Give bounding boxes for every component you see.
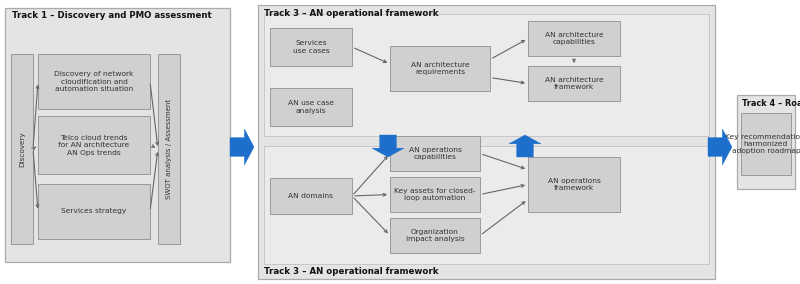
Text: Services
use cases: Services use cases [293,40,330,54]
Bar [5,8,230,262]
Bar [264,14,709,136]
Bar [264,146,709,264]
Polygon shape [372,135,404,157]
Bar [38,116,150,174]
Bar [390,46,490,91]
Text: Organization
impact analysis: Organization impact analysis [406,229,464,242]
Text: Services strategy: Services strategy [62,208,126,214]
Text: Key assets for closed-
loop automation: Key assets for closed- loop automation [394,188,476,201]
Bar [258,5,715,279]
Polygon shape [708,129,732,165]
Bar [158,54,180,244]
Text: AN operations
framework: AN operations framework [547,178,601,191]
Bar [528,66,620,101]
Text: AN domains: AN domains [289,193,334,199]
Text: AN architecture
framework: AN architecture framework [545,77,603,90]
Bar [390,177,480,212]
Polygon shape [509,135,541,157]
Text: Track 4 – Roadmap: Track 4 – Roadmap [742,99,800,108]
Bar [741,113,791,175]
Bar [270,178,352,214]
Bar [528,157,620,212]
Bar [270,88,352,126]
Bar [737,95,795,189]
Text: Track 3 – AN operational framework: Track 3 – AN operational framework [264,9,438,18]
Text: Key recommendation,
harmonized
adoption roadmap: Key recommendation, harmonized adoption … [725,133,800,154]
Bar [38,184,150,239]
Text: Discovery of network
cloudification and
automation situation: Discovery of network cloudification and … [54,71,134,92]
Text: Track 3 – AN operational framework: Track 3 – AN operational framework [264,268,438,277]
Polygon shape [230,129,254,165]
Text: AN operations
capabilities: AN operations capabilities [409,147,462,160]
Text: Discovery: Discovery [19,131,25,167]
Bar [390,218,480,253]
Bar [270,28,352,66]
Bar [390,136,480,171]
Bar [38,54,150,109]
Bar [11,54,33,244]
Text: AN architecture
capabilities: AN architecture capabilities [545,32,603,45]
Text: AN architecture
requirements: AN architecture requirements [410,62,470,75]
Text: Track 1 – Discovery and PMO assessment: Track 1 – Discovery and PMO assessment [12,11,212,20]
Text: Telco cloud trends
for AN architecture
AN Ops trends: Telco cloud trends for AN architecture A… [58,135,130,156]
Text: AN use case
analysis: AN use case analysis [288,100,334,114]
Bar [528,21,620,56]
Text: SWOT analysis / Assessment: SWOT analysis / Assessment [166,99,172,199]
